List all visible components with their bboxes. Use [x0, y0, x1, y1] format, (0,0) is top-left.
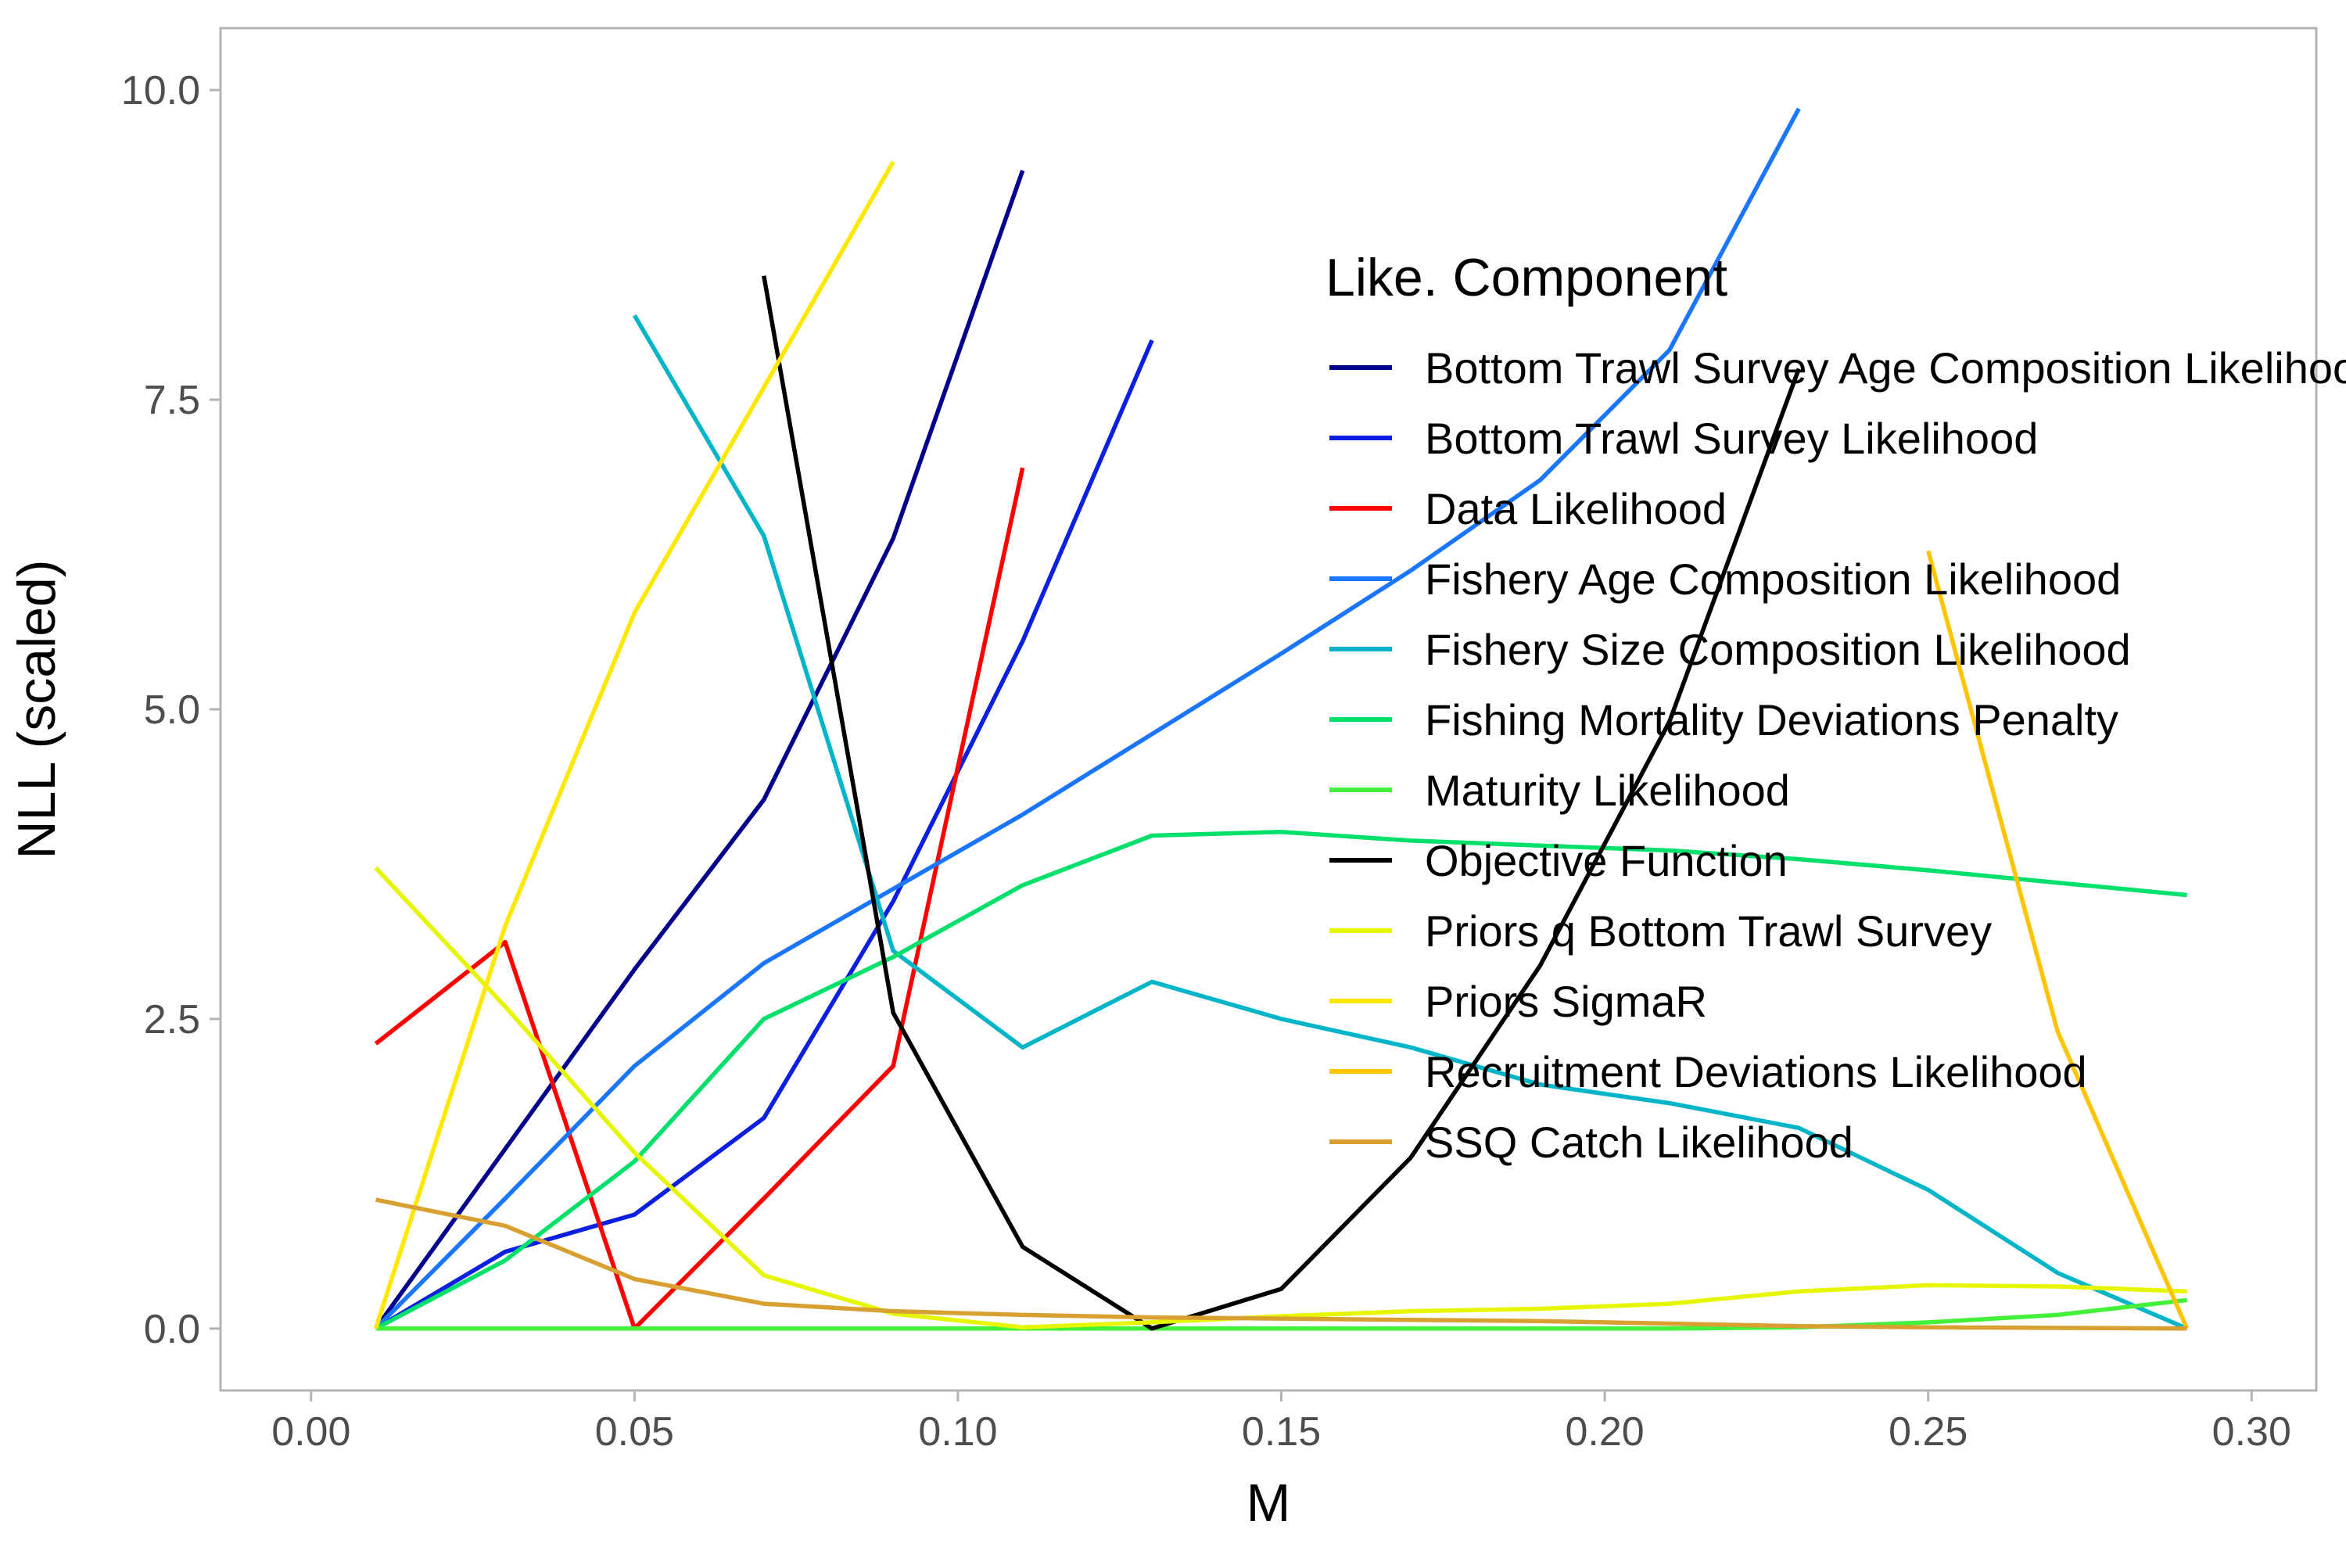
legend-label: Data Likelihood — [1425, 484, 1727, 533]
series-line-recruitment-deviations-likelihood — [1926, 550, 2190, 1329]
series-line-fishing-mortality-deviations-penalty — [375, 830, 2187, 1331]
y-tick-label: 7.5 — [144, 378, 200, 423]
y-tick-label: 10.0 — [121, 68, 200, 113]
legend-label: Fishing Mortality Deviations Penalty — [1425, 695, 2118, 745]
y-tick-label: 5.0 — [144, 687, 200, 733]
x-tick-label: 0.30 — [2212, 1409, 2291, 1455]
legend-label: Fishery Age Composition Likelihood — [1425, 554, 2121, 604]
x-tick-label: 0.15 — [1242, 1409, 1321, 1455]
series-line-ssq-catch-likelihood — [375, 1197, 2187, 1331]
legend-label: Priors SigmaR — [1425, 977, 1707, 1026]
x-tick-label: 0.25 — [1889, 1409, 1968, 1455]
legend-label: Objective Function — [1425, 836, 1788, 885]
x-axis-title: M — [1247, 1473, 1291, 1533]
legend-label: Priors q Bottom Trawl Survey — [1425, 906, 1992, 956]
series-line-priors-sigmar — [373, 160, 895, 1329]
series-line-objective-function — [762, 275, 1801, 1331]
plot-panel — [373, 107, 2190, 1331]
series-line-data-likelihood — [374, 467, 1025, 1331]
axes: 0.00 0.05 0.10 0.15 0.20 0.25 0.30 0.0 2.5 5.0 7.5… — [7, 27, 2318, 1533]
y-tick-label: 0.0 — [144, 1307, 200, 1352]
x-tick-label: 0.20 — [1566, 1409, 1645, 1455]
legend-label: SSQ Catch Likelihood — [1425, 1118, 1853, 1167]
series-line-fishery-age-composition-likelihood — [374, 107, 1801, 1330]
legend-label: Bottom Trawl Survey Likelihood — [1425, 414, 2038, 463]
series-line-priors-q-bottom-trawl-survey — [374, 866, 2187, 1329]
y-tick-label: 2.5 — [144, 997, 200, 1042]
legend-label: Fishery Size Composition Likelihood — [1425, 625, 2131, 674]
legend: Like. Component Bottom Trawl Survey Age C… — [1325, 248, 2346, 1167]
legend-label: Recruitment Deviations Likelihood — [1425, 1047, 2087, 1096]
x-tick-label: 0.05 — [595, 1409, 674, 1455]
y-axis-title: NLL (scaled) — [7, 560, 66, 859]
legend-title: Like. Component — [1325, 248, 1727, 307]
x-tick-label: 0.10 — [918, 1409, 997, 1455]
x-tick-label: 0.00 — [271, 1409, 350, 1455]
series-line-bottom-trawl-survey-likelihood — [375, 339, 1154, 1331]
series-line-bottom-trawl-survey-age-composition-likelihood — [374, 170, 1025, 1330]
legend-label: Maturity Likelihood — [1425, 766, 1790, 815]
series-line-maturity-likelihood — [375, 1297, 2187, 1331]
series-line-fishery-size-composition-likelihood — [633, 314, 2188, 1331]
legend-label: Bottom Trawl Survey Age Composition Like… — [1425, 343, 2346, 393]
